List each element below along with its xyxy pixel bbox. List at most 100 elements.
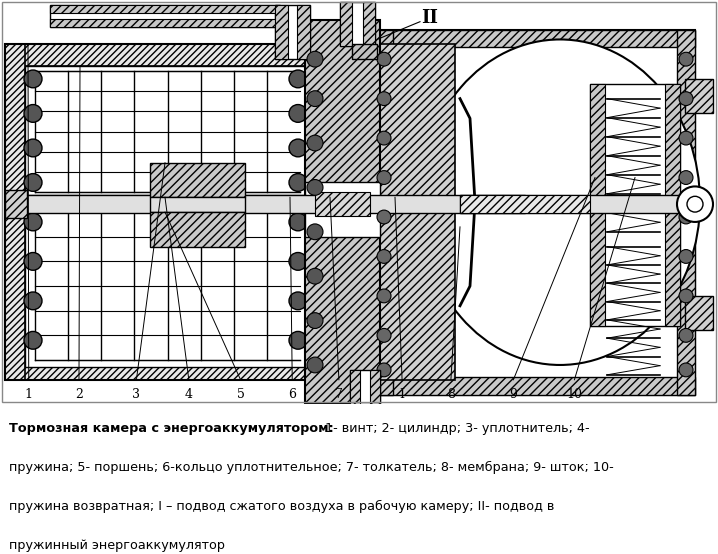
Bar bbox=[5, 44, 25, 379]
Bar bbox=[5, 44, 330, 379]
Bar bbox=[380, 44, 455, 379]
Circle shape bbox=[24, 213, 42, 231]
Circle shape bbox=[377, 52, 391, 66]
Bar bbox=[352, 44, 377, 59]
Circle shape bbox=[289, 105, 307, 122]
Text: I: I bbox=[400, 388, 404, 401]
Text: Тормозная камера с энергоаккумулятором:: Тормозная камера с энергоаккумулятором: bbox=[9, 422, 333, 435]
Bar bbox=[5, 196, 25, 213]
Bar bbox=[150, 163, 245, 197]
Text: 7: 7 bbox=[335, 388, 342, 401]
Circle shape bbox=[307, 357, 323, 373]
Circle shape bbox=[679, 289, 693, 303]
Circle shape bbox=[377, 171, 391, 184]
Text: 1: 1 bbox=[24, 388, 33, 401]
Circle shape bbox=[24, 70, 42, 88]
Bar bbox=[350, 370, 380, 404]
Bar bbox=[275, 5, 288, 59]
Circle shape bbox=[377, 363, 391, 377]
Bar bbox=[50, 5, 280, 27]
Circle shape bbox=[307, 135, 323, 151]
Bar bbox=[150, 212, 245, 247]
Circle shape bbox=[289, 253, 307, 270]
Circle shape bbox=[307, 91, 323, 106]
Bar bbox=[50, 5, 280, 13]
Bar bbox=[25, 66, 310, 197]
Bar bbox=[460, 196, 700, 213]
Circle shape bbox=[377, 249, 391, 263]
Circle shape bbox=[289, 331, 307, 349]
Circle shape bbox=[24, 253, 42, 270]
Circle shape bbox=[289, 292, 307, 310]
Circle shape bbox=[307, 179, 323, 196]
Bar bbox=[305, 20, 380, 404]
Text: 2: 2 bbox=[75, 388, 83, 401]
Bar bbox=[315, 192, 370, 216]
Ellipse shape bbox=[420, 39, 700, 365]
Circle shape bbox=[307, 52, 323, 67]
Circle shape bbox=[679, 249, 693, 263]
Bar bbox=[375, 29, 695, 47]
Text: пружинный энергоаккумулятор: пружинный энергоаккумулятор bbox=[9, 539, 225, 552]
Bar bbox=[5, 358, 330, 379]
Bar bbox=[5, 196, 525, 213]
Bar bbox=[350, 370, 360, 404]
Bar bbox=[460, 196, 590, 213]
Circle shape bbox=[679, 131, 693, 145]
Bar bbox=[25, 202, 310, 367]
Bar bbox=[665, 84, 680, 326]
Circle shape bbox=[377, 289, 391, 303]
Circle shape bbox=[307, 312, 323, 329]
Text: 4: 4 bbox=[185, 388, 193, 401]
Bar bbox=[310, 44, 330, 379]
Circle shape bbox=[377, 329, 391, 342]
Circle shape bbox=[289, 213, 307, 231]
Text: 5: 5 bbox=[237, 388, 244, 401]
Bar bbox=[297, 5, 310, 59]
Circle shape bbox=[289, 70, 307, 88]
Bar bbox=[5, 44, 330, 66]
Circle shape bbox=[679, 363, 693, 377]
Bar bbox=[150, 197, 245, 212]
Bar bbox=[370, 370, 380, 404]
Text: 6: 6 bbox=[288, 388, 297, 401]
Bar bbox=[375, 377, 695, 394]
Text: пружина возвратная; I – подвод сжатого воздуха в рабочую камеру; II- подвод в: пружина возвратная; I – подвод сжатого в… bbox=[9, 500, 554, 513]
Text: 1- винт; 2- цилиндр; 3- уплотнитель; 4-: 1- винт; 2- цилиндр; 3- уплотнитель; 4- bbox=[325, 422, 589, 435]
Circle shape bbox=[24, 105, 42, 122]
Text: 10: 10 bbox=[567, 388, 582, 401]
Bar bbox=[590, 84, 680, 326]
Circle shape bbox=[24, 331, 42, 349]
Circle shape bbox=[307, 268, 323, 284]
Text: II: II bbox=[421, 9, 439, 27]
Bar bbox=[685, 296, 713, 330]
Text: пружина; 5- поршень; 6-кольцо уплотнительное; 7- толкатель; 8- мембрана; 9- шток: пружина; 5- поршень; 6-кольцо уплотнител… bbox=[9, 461, 613, 474]
Bar bbox=[275, 5, 310, 59]
Bar bbox=[363, 2, 375, 47]
Bar bbox=[677, 29, 695, 394]
Circle shape bbox=[679, 210, 693, 224]
Bar bbox=[25, 196, 310, 207]
Text: 3: 3 bbox=[132, 388, 141, 401]
Circle shape bbox=[687, 196, 703, 212]
Bar bbox=[5, 191, 27, 218]
Bar bbox=[305, 182, 380, 237]
Bar bbox=[590, 84, 605, 326]
Bar bbox=[375, 29, 695, 394]
Circle shape bbox=[307, 224, 323, 240]
Circle shape bbox=[679, 171, 693, 184]
Circle shape bbox=[24, 173, 42, 191]
Circle shape bbox=[677, 187, 713, 222]
Circle shape bbox=[679, 329, 693, 342]
Circle shape bbox=[24, 139, 42, 157]
Bar bbox=[340, 2, 352, 47]
Bar bbox=[685, 79, 713, 114]
Circle shape bbox=[377, 210, 391, 224]
Bar bbox=[375, 29, 393, 394]
Circle shape bbox=[289, 173, 307, 191]
Circle shape bbox=[24, 292, 42, 310]
Bar bbox=[340, 2, 375, 47]
Bar bbox=[50, 19, 280, 27]
Circle shape bbox=[679, 92, 693, 106]
Circle shape bbox=[679, 52, 693, 66]
